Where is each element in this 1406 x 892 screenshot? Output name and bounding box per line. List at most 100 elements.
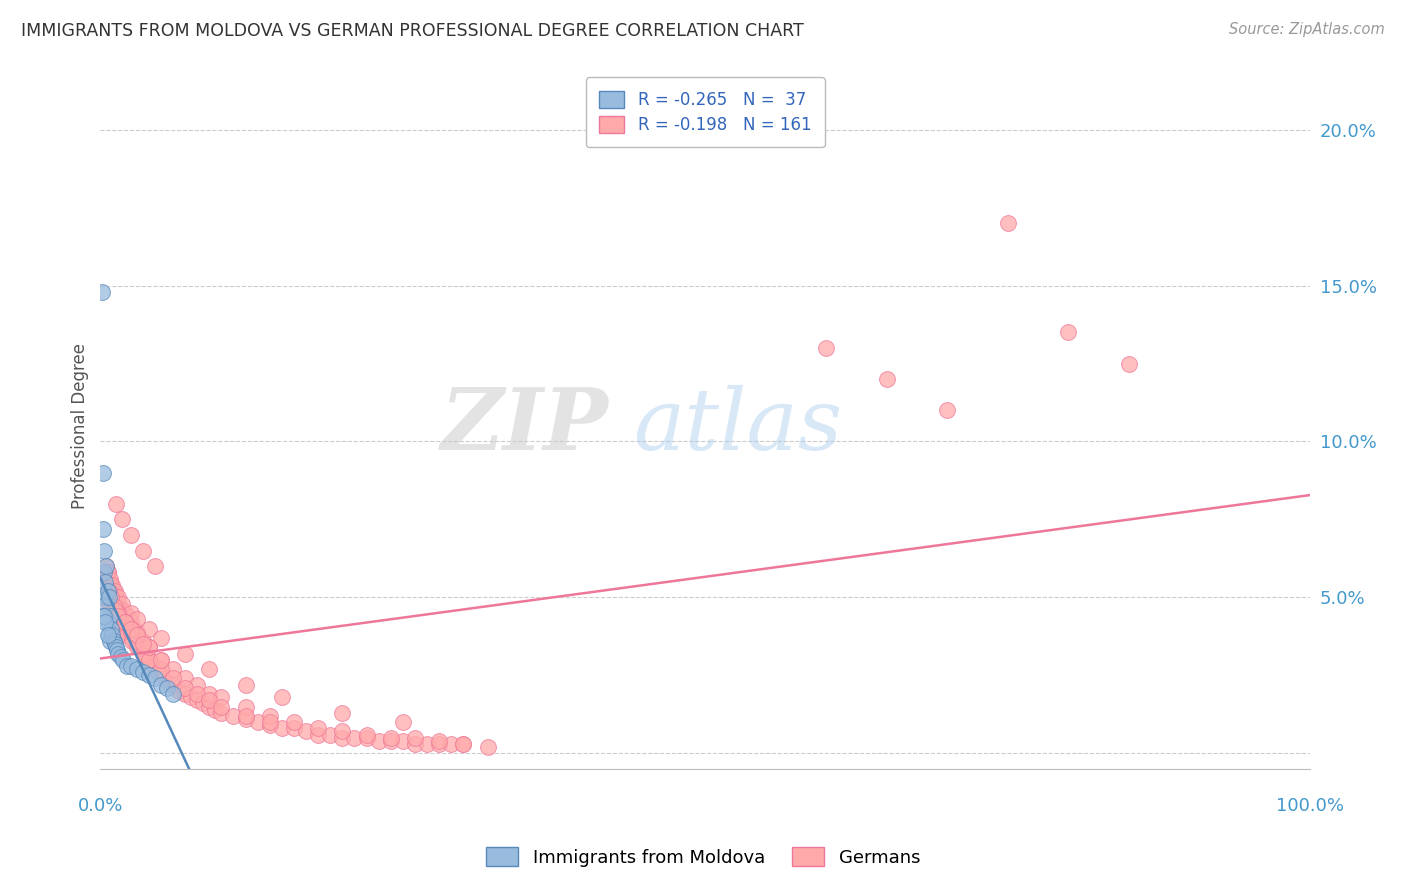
Point: [131, 665, 153, 680]
Point: [131, 647, 153, 661]
Point: [100, 591, 122, 605]
Text: 0.0%: 0.0%: [77, 797, 124, 814]
Point: [101, 603, 124, 617]
Point: [93, 566, 115, 580]
Point: [356, 728, 378, 742]
Point: [94, 574, 117, 589]
Point: [98, 581, 121, 595]
Point: [138, 640, 160, 655]
Point: [101, 603, 124, 617]
Point: [1057, 326, 1080, 340]
Point: [101, 628, 124, 642]
Point: [174, 687, 197, 701]
Point: [235, 699, 257, 714]
Point: [167, 684, 190, 698]
Point: [105, 603, 128, 617]
Point: [246, 715, 269, 730]
Point: [112, 653, 135, 667]
Point: [128, 640, 150, 655]
Point: [104, 584, 127, 599]
Point: [104, 609, 127, 624]
Point: [174, 672, 197, 686]
Point: [186, 678, 208, 692]
Point: [96, 559, 118, 574]
Point: [427, 734, 450, 748]
Point: [112, 618, 135, 632]
Point: [105, 640, 128, 655]
Point: [107, 647, 129, 661]
Point: [100, 584, 122, 599]
Point: [97, 584, 120, 599]
Point: [142, 659, 165, 673]
Point: [118, 628, 141, 642]
Point: [330, 724, 353, 739]
Point: [209, 706, 232, 720]
Point: [100, 622, 122, 636]
Point: [104, 637, 127, 651]
Point: [120, 622, 142, 636]
Point: [138, 622, 160, 636]
Point: [120, 622, 142, 636]
Point: [105, 599, 128, 614]
Point: [427, 737, 450, 751]
Point: [198, 687, 221, 701]
Point: [876, 372, 898, 386]
Point: [416, 737, 439, 751]
Point: [110, 615, 132, 630]
Point: [141, 656, 163, 670]
Point: [204, 703, 226, 717]
Point: [105, 591, 128, 605]
Point: [107, 609, 129, 624]
Point: [104, 599, 127, 614]
Point: [307, 728, 329, 742]
Point: [162, 672, 184, 686]
Point: [138, 653, 160, 667]
Point: [149, 668, 172, 682]
Point: [105, 593, 128, 607]
Point: [283, 722, 305, 736]
Point: [149, 662, 172, 676]
Text: atlas: atlas: [633, 384, 842, 467]
Point: [121, 631, 143, 645]
Text: Source: ZipAtlas.com: Source: ZipAtlas.com: [1229, 22, 1385, 37]
Point: [235, 712, 257, 726]
Point: [122, 634, 145, 648]
Point: [138, 640, 160, 655]
Point: [174, 647, 197, 661]
Point: [91, 466, 114, 480]
Point: [125, 637, 148, 651]
Point: [222, 709, 245, 723]
Point: [307, 722, 329, 736]
Point: [198, 699, 221, 714]
Point: [115, 659, 138, 673]
Point: [145, 662, 167, 676]
Point: [94, 615, 117, 630]
Point: [235, 709, 257, 723]
Point: [131, 643, 153, 657]
Point: [330, 706, 353, 720]
Point: [180, 690, 202, 705]
Point: [186, 687, 208, 701]
Point: [111, 512, 134, 526]
Y-axis label: Professional Degree: Professional Degree: [72, 343, 89, 508]
Point: [107, 597, 129, 611]
Point: [135, 649, 157, 664]
Point: [90, 285, 112, 299]
Point: [453, 737, 475, 751]
Point: [162, 687, 184, 701]
Point: [107, 609, 129, 624]
Point: [98, 634, 121, 648]
Point: [125, 628, 148, 642]
Point: [97, 591, 120, 605]
Point: [1118, 357, 1140, 371]
Text: 100.0%: 100.0%: [1277, 797, 1344, 814]
Point: [111, 603, 134, 617]
Point: [101, 578, 124, 592]
Point: [453, 737, 475, 751]
Point: [295, 724, 318, 739]
Point: [114, 622, 136, 636]
Point: [270, 722, 292, 736]
Point: [283, 715, 305, 730]
Point: [259, 715, 281, 730]
Point: [96, 597, 118, 611]
